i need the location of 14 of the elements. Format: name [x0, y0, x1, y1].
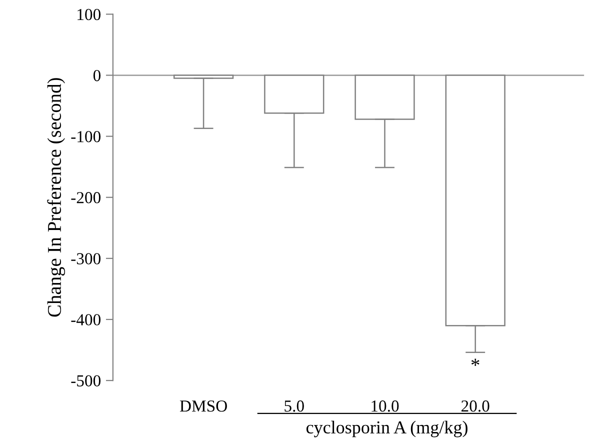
annotation: * — [471, 358, 480, 366]
y-tick-label: -200 — [71, 192, 101, 204]
y-tick-label: 0 — [93, 70, 101, 82]
x-tick-label: DMSO — [180, 400, 227, 412]
y-tick-label: -300 — [71, 253, 101, 264]
x-tick-label: 5.0 — [284, 400, 304, 412]
x-axis-title: cyclosporin A (mg/kg) — [306, 420, 468, 438]
x-tick-label: 20.0 — [461, 400, 490, 412]
x-tick-label: 10.0 — [372, 400, 399, 412]
y-tick-label: -400 — [71, 314, 101, 326]
y-tick-label: 100 — [78, 8, 101, 20]
y-axis-title: Change In Preference (second) — [47, 78, 66, 317]
y-tick-label: -500 — [71, 375, 101, 386]
y-tick-label: -100 — [71, 131, 101, 142]
